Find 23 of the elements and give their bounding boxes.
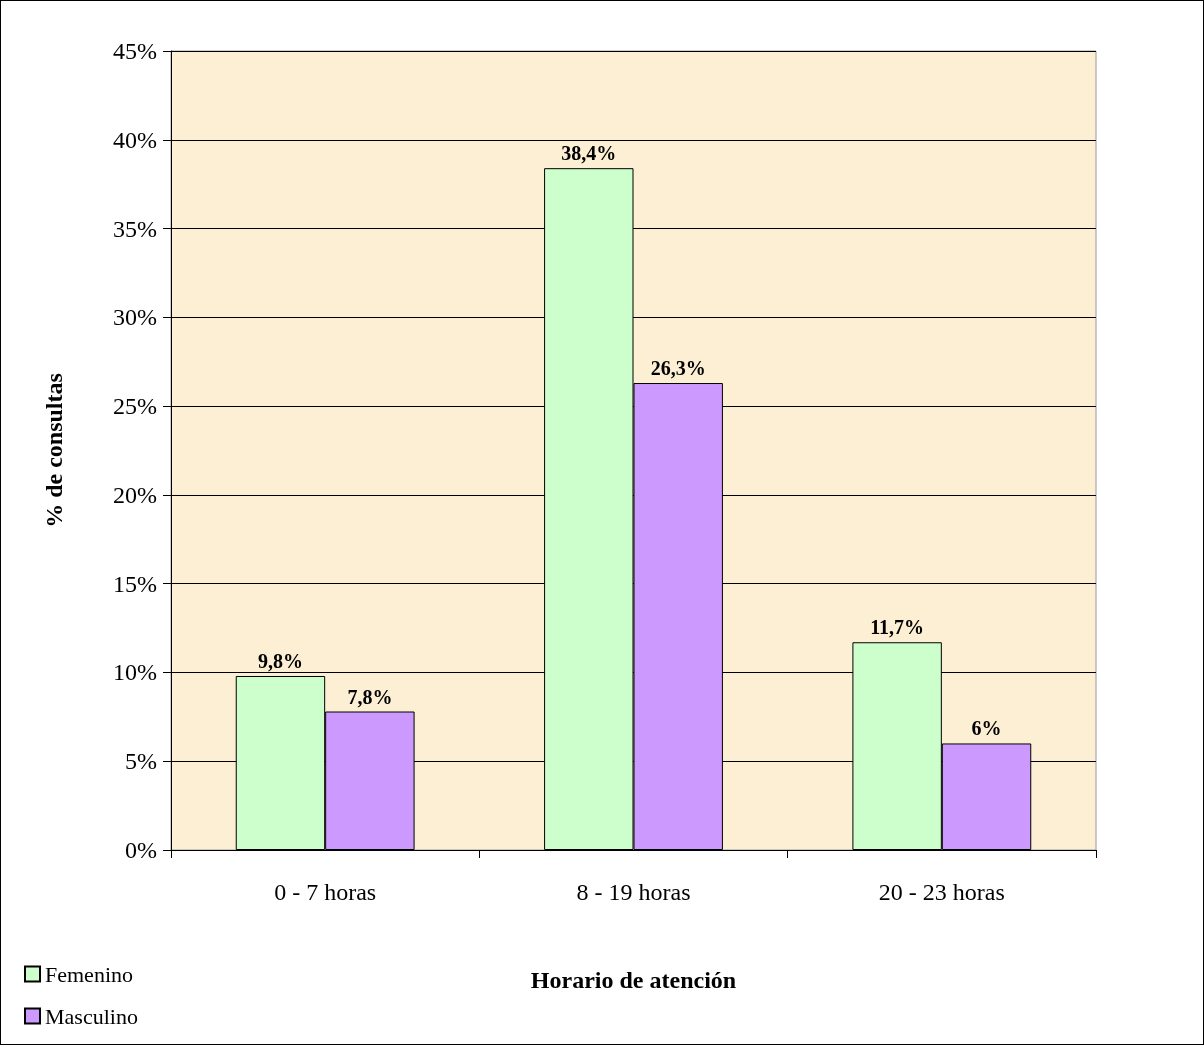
x-tick-label: 0 - 7 horas: [274, 879, 377, 905]
y-tick-label: 5%: [125, 748, 157, 775]
data-label: 9,8%: [257, 650, 303, 672]
y-tick-label: 10%: [113, 659, 157, 686]
legend-label: Femenino: [45, 961, 133, 987]
legend-label: Masculino: [45, 1003, 138, 1029]
data-label: 26,3%: [650, 357, 706, 380]
y-tick-label: 30%: [113, 304, 157, 331]
y-tick-label: 20%: [113, 481, 157, 508]
data-label: 38,4%: [561, 142, 617, 165]
y-tick-label: 0%: [125, 837, 157, 863]
data-label: 6%: [971, 717, 1002, 740]
y-tick-label: 15%: [113, 570, 157, 597]
x-tick-label: 8 - 19 horas: [576, 879, 691, 905]
y-tick-label: 25%: [113, 393, 157, 420]
y-tick-label: 45%: [113, 38, 157, 64]
x-axis-title: Horario de atención: [530, 967, 737, 993]
data-label: 7,8%: [347, 685, 393, 708]
data-label: 11,7%: [870, 616, 925, 639]
y-axis-title: % de consultas: [41, 373, 67, 528]
x-tick-label: 20 - 23 horas: [878, 879, 1005, 905]
y-tick-label: 40%: [113, 126, 157, 153]
y-tick-label: 35%: [113, 215, 157, 242]
